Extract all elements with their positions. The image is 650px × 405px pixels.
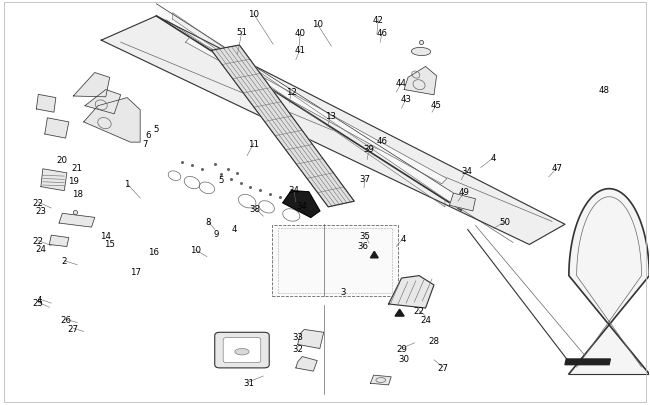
Text: 34: 34	[297, 201, 308, 210]
Text: 25: 25	[32, 298, 44, 307]
Text: 27: 27	[68, 324, 79, 333]
Text: 3: 3	[341, 287, 346, 296]
Text: 43: 43	[400, 95, 411, 104]
Text: 16: 16	[148, 247, 159, 256]
Text: 32: 32	[292, 344, 304, 353]
Text: 5: 5	[153, 125, 159, 134]
Text: 49: 49	[459, 188, 470, 197]
Text: 40: 40	[295, 29, 306, 38]
Text: 34: 34	[461, 166, 472, 175]
Polygon shape	[59, 214, 95, 228]
Text: 30: 30	[398, 354, 410, 363]
Polygon shape	[569, 189, 649, 374]
Polygon shape	[84, 98, 140, 143]
Text: 10: 10	[190, 246, 201, 255]
Text: 10: 10	[248, 11, 259, 19]
Polygon shape	[157, 5, 462, 211]
Polygon shape	[370, 375, 391, 385]
Polygon shape	[298, 330, 324, 349]
Text: 22: 22	[32, 237, 44, 245]
Text: 22: 22	[32, 198, 44, 207]
Text: 27: 27	[437, 363, 448, 372]
Text: 48: 48	[599, 86, 610, 95]
Polygon shape	[101, 17, 565, 245]
Polygon shape	[296, 357, 317, 371]
Text: 21: 21	[72, 164, 83, 173]
FancyBboxPatch shape	[223, 338, 261, 363]
Polygon shape	[283, 191, 320, 218]
Polygon shape	[185, 38, 447, 184]
Text: 1: 1	[124, 180, 130, 189]
Text: 20: 20	[57, 156, 68, 164]
Polygon shape	[389, 276, 434, 308]
Text: 34: 34	[289, 186, 300, 195]
Polygon shape	[36, 95, 56, 113]
Text: 22: 22	[413, 306, 424, 315]
FancyBboxPatch shape	[214, 333, 269, 368]
Text: 47: 47	[552, 164, 563, 173]
Polygon shape	[404, 67, 437, 96]
Text: 44: 44	[396, 79, 407, 88]
Polygon shape	[49, 236, 69, 247]
Text: 4: 4	[231, 224, 237, 233]
Text: 10: 10	[312, 20, 322, 30]
Polygon shape	[565, 359, 610, 365]
Text: 46: 46	[376, 136, 387, 146]
Text: 9: 9	[213, 230, 218, 239]
Text: 11: 11	[248, 139, 259, 149]
Text: 31: 31	[243, 377, 254, 387]
Text: 6: 6	[146, 130, 151, 139]
Polygon shape	[370, 252, 378, 258]
Ellipse shape	[235, 349, 249, 355]
Text: 5: 5	[218, 176, 224, 185]
Bar	[278, 229, 392, 293]
Text: 4: 4	[37, 295, 42, 304]
Text: 26: 26	[60, 315, 71, 324]
Text: 36: 36	[357, 242, 368, 251]
Text: 19: 19	[68, 177, 79, 186]
Polygon shape	[73, 73, 110, 98]
Text: 45: 45	[431, 100, 442, 109]
Text: 2: 2	[62, 256, 67, 266]
Text: 13: 13	[325, 111, 335, 120]
Text: 12: 12	[286, 88, 297, 97]
Text: 33: 33	[292, 332, 304, 341]
Text: 29: 29	[396, 344, 407, 353]
Text: 14: 14	[100, 231, 111, 240]
Bar	[272, 226, 398, 296]
Text: 8: 8	[205, 217, 211, 226]
Polygon shape	[211, 46, 354, 207]
Polygon shape	[41, 169, 67, 191]
Text: 17: 17	[130, 267, 141, 276]
Text: 38: 38	[250, 204, 261, 213]
Text: 37: 37	[359, 175, 370, 183]
Polygon shape	[395, 309, 404, 316]
Text: 35: 35	[359, 231, 370, 240]
Text: 4: 4	[400, 234, 406, 243]
Text: 28: 28	[428, 336, 439, 345]
Polygon shape	[450, 194, 476, 211]
Text: 7: 7	[142, 139, 148, 149]
Text: 42: 42	[372, 15, 384, 25]
Text: 24: 24	[35, 245, 46, 254]
Polygon shape	[85, 90, 121, 115]
Ellipse shape	[411, 48, 431, 56]
Text: 51: 51	[237, 28, 248, 37]
Text: 41: 41	[295, 45, 306, 54]
Text: 18: 18	[72, 189, 83, 198]
Text: 46: 46	[376, 29, 387, 38]
Text: 4: 4	[491, 153, 497, 162]
Text: 50: 50	[500, 217, 511, 226]
Text: 24: 24	[420, 315, 431, 324]
Text: 23: 23	[35, 206, 46, 215]
Text: 15: 15	[104, 239, 115, 248]
Text: 39: 39	[363, 145, 374, 154]
Polygon shape	[173, 14, 445, 207]
Polygon shape	[45, 119, 69, 139]
